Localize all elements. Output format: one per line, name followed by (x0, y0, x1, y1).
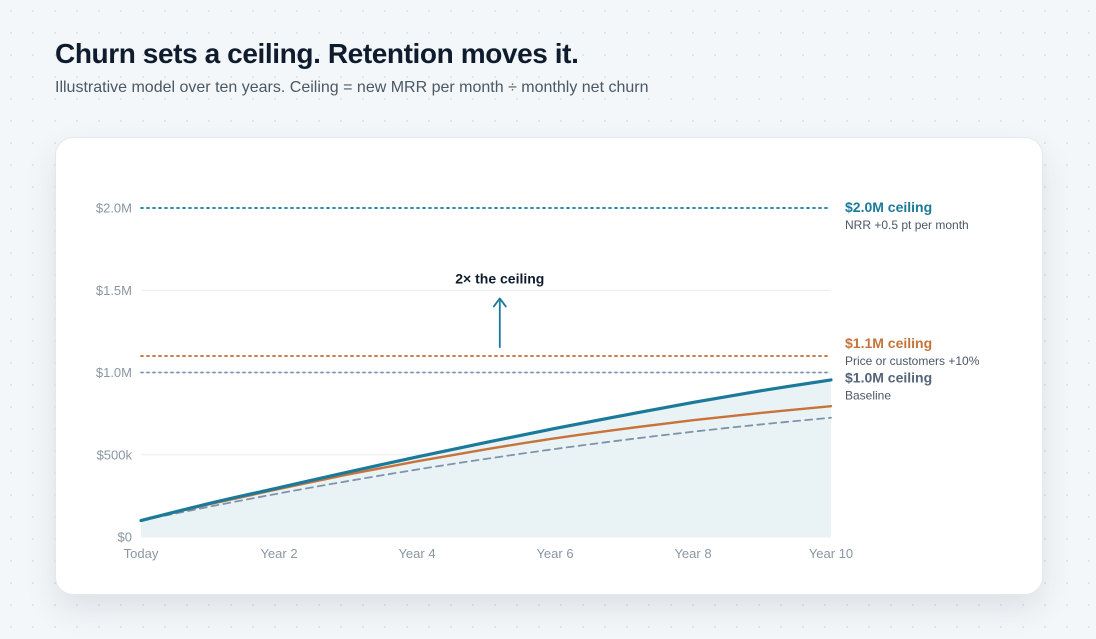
x-tick-label: Year 8 (674, 546, 711, 561)
y-tick-label: $1.0M (96, 365, 132, 380)
x-tick-label: Year 2 (260, 546, 297, 561)
ceiling-sublabel-0: NRR +0.5 pt per month (845, 218, 969, 232)
ceiling-label-0: $2.0M ceiling (845, 199, 932, 215)
y-tick-label: $2.0M (96, 201, 132, 216)
y-tick-label: $500k (97, 447, 133, 462)
y-tick-label: $1.5M (96, 283, 132, 298)
annotation-arrow-head (492, 297, 507, 308)
series-line-nrr (139, 378, 833, 523)
x-tick-label: Year 10 (809, 546, 853, 561)
ceiling-sublabel-1: Price or customers +10% (845, 354, 980, 368)
y-tick-label: $0 (118, 530, 132, 545)
ceiling-label-2: $1.0M ceiling (845, 370, 932, 386)
annotation-label: 2× the ceiling (455, 270, 544, 286)
x-tick-label: Year 6 (536, 546, 573, 561)
page-subtitle: Illustrative model over ten years. Ceili… (55, 79, 649, 96)
ceiling-label-1: $1.1M ceiling (845, 335, 932, 351)
ceiling-sublabel-2: Baseline (845, 389, 891, 403)
series-line-baseline (140, 416, 832, 522)
chart-svg: $0 $500k $1.0M $1.5M $2.0M Today Year 2 Year 4 Y… (96, 199, 980, 561)
x-tick-label: Year 4 (398, 546, 435, 561)
x-tick-label: Today (124, 546, 159, 561)
page-title: Churn sets a ceiling. Retention moves it… (55, 38, 579, 69)
chart-card: $0 $500k $1.0M $1.5M $2.0M Today Year 2 Year 4 Y… (55, 137, 1043, 595)
